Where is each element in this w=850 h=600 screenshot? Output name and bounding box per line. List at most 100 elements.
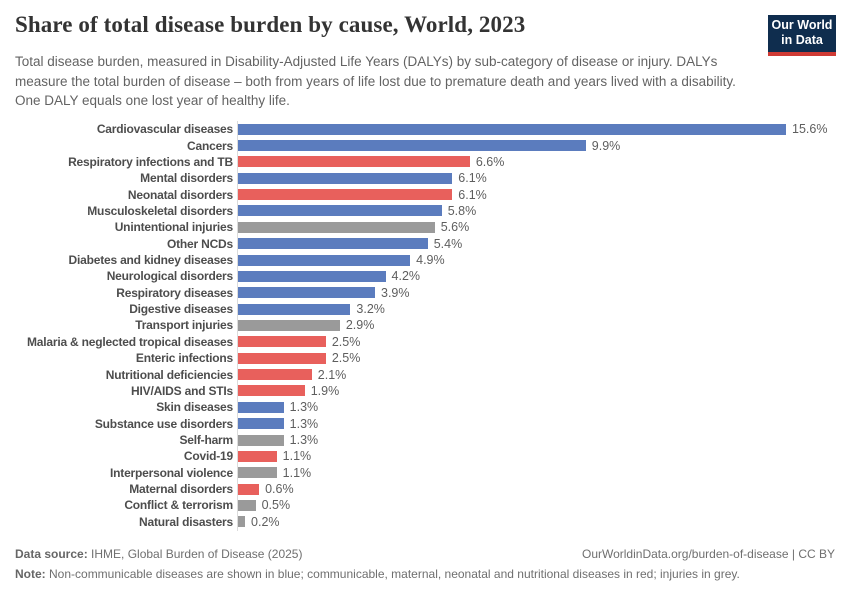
bar-label: Maternal disorders [129, 482, 233, 497]
bar[interactable] [238, 418, 284, 430]
bar-value: 4.9% [416, 253, 445, 268]
data-source-label: Data source: [15, 547, 88, 561]
bar-value: 2.1% [317, 367, 347, 382]
bar-area: 1.3% [238, 417, 850, 431]
bar[interactable] [238, 336, 326, 348]
bar[interactable] [238, 123, 786, 135]
bar-label: Neurological disorders [106, 269, 234, 284]
bar[interactable] [238, 140, 586, 152]
bar[interactable] [238, 401, 284, 413]
bar-value: 3.9% [381, 285, 410, 300]
bar-area: 0.2% [238, 515, 850, 529]
note-text: Non-communicable diseases are shown in b… [45, 567, 740, 581]
bar-area: 0.6% [238, 482, 850, 496]
bar-row: Other NCDs 5.4% [0, 236, 850, 252]
bar[interactable] [238, 467, 277, 479]
bar[interactable] [238, 172, 453, 184]
bar-label: Conflict & terrorism [124, 498, 233, 513]
bar-row: Covid-19 1.1% [0, 448, 850, 464]
bar[interactable] [238, 156, 470, 168]
bar-label: Interpersonal violence [110, 465, 233, 480]
bar-area: 0.5% [238, 498, 850, 512]
bar[interactable] [238, 483, 260, 495]
bar[interactable] [238, 221, 435, 233]
bar[interactable] [238, 385, 305, 397]
bar-rows-container: Cardiovascular diseases 15.6% Cancers 9.9% R… [0, 121, 850, 531]
bar[interactable] [238, 352, 326, 364]
bar-row: Neonatal disorders 6.1% [0, 186, 850, 202]
bar[interactable] [238, 189, 453, 201]
bar-area: 2.9% [238, 318, 850, 332]
bar-row: Digestive diseases 3.2% [0, 301, 850, 317]
bar-row: Skin diseases 1.3% [0, 399, 850, 415]
bar-row: Transport injuries 2.9% [0, 317, 850, 333]
bar[interactable] [238, 499, 256, 511]
bar-value: 2.9% [345, 318, 375, 333]
bar-area: 2.5% [238, 351, 850, 365]
bar-value: 9.9% [591, 138, 621, 153]
bar[interactable] [238, 369, 312, 381]
bar[interactable] [238, 287, 375, 299]
bar-label: HIV/AIDS and STIs [131, 383, 233, 398]
page-title: Share of total disease burden by cause, … [15, 12, 526, 37]
bar-area: 1.1% [238, 449, 850, 463]
bar-value: 0.6% [265, 482, 294, 497]
bar-label: Unintentional injuries [114, 220, 233, 235]
bar-value: 0.5% [261, 498, 291, 513]
bar-row: Conflict & terrorism 0.5% [0, 497, 850, 513]
credit-link[interactable]: OurWorldinData.org/burden-of-disease | C… [581, 547, 835, 561]
bar-label: Cardiovascular diseases [96, 122, 233, 137]
bar-row: Interpersonal violence 1.1% [0, 465, 850, 481]
bar-label: Skin diseases [156, 400, 233, 415]
bar-row: Mental disorders 6.1% [0, 170, 850, 186]
bar[interactable] [238, 254, 411, 266]
bar-area: 1.3% [238, 400, 850, 414]
bar[interactable] [238, 270, 386, 282]
bar-value: 2.5% [331, 334, 361, 349]
note-label: Note: [15, 567, 46, 581]
bar[interactable] [238, 516, 246, 528]
bar-row: Enteric infections 2.5% [0, 350, 850, 366]
bar-row: Respiratory diseases 3.9% [0, 285, 850, 301]
data-source-text: IHME, Global Burden of Disease (2025) [87, 547, 303, 561]
bar-row: Self-harm 1.3% [0, 432, 850, 448]
bar[interactable] [238, 205, 442, 217]
bar-row: Diabetes and kidney diseases 4.9% [0, 252, 850, 268]
bar-value: 5.4% [433, 236, 463, 251]
bar-row: Natural disasters 0.2% [0, 514, 850, 530]
bar-area: 2.1% [238, 368, 850, 382]
bar-label: Respiratory infections and TB [68, 154, 233, 169]
chart-subtitle: Total disease burden, measured in Disabi… [15, 54, 736, 108]
bar-row: Respiratory infections and TB 6.6% [0, 154, 850, 170]
owid-logo[interactable]: Our World in Data [768, 15, 836, 56]
bar-label: Natural disasters [139, 514, 233, 529]
bar-row: Maternal disorders 0.6% [0, 481, 850, 497]
bar-value: 1.3% [289, 416, 319, 431]
bar-value: 1.9% [310, 383, 340, 398]
bar-value: 2.5% [331, 351, 361, 366]
bar-label: Neonatal disorders [127, 187, 233, 202]
bar-value: 5.8% [447, 203, 477, 218]
bar-label: Digestive diseases [129, 302, 233, 317]
bar-row: Musculoskeletal disorders 5.8% [0, 203, 850, 219]
owid-logo-line1: Our World [771, 18, 833, 32]
bar-value: 1.1% [282, 449, 312, 464]
bar[interactable] [238, 303, 351, 315]
bar[interactable] [238, 450, 277, 462]
bar-area: 2.5% [238, 335, 850, 349]
bar[interactable] [238, 319, 340, 331]
bar-value: 1.3% [289, 433, 319, 447]
bar-area: 6.1% [238, 171, 850, 185]
bar-label: Enteric infections [135, 351, 233, 366]
bar-label: Mental disorders [140, 171, 233, 186]
bar-value: 4.2% [391, 269, 421, 284]
y-axis-line [237, 121, 238, 531]
bar-area: 4.9% [238, 253, 850, 267]
bar-label: Other NCDs [166, 236, 233, 251]
bar[interactable] [238, 434, 284, 446]
bar-area: 1.9% [238, 384, 850, 398]
bar-label: Substance use disorders [94, 416, 233, 431]
bar-row: Nutritional deficiencies 2.1% [0, 366, 850, 382]
bar-value: 6.6% [475, 154, 505, 169]
bar[interactable] [238, 238, 428, 250]
